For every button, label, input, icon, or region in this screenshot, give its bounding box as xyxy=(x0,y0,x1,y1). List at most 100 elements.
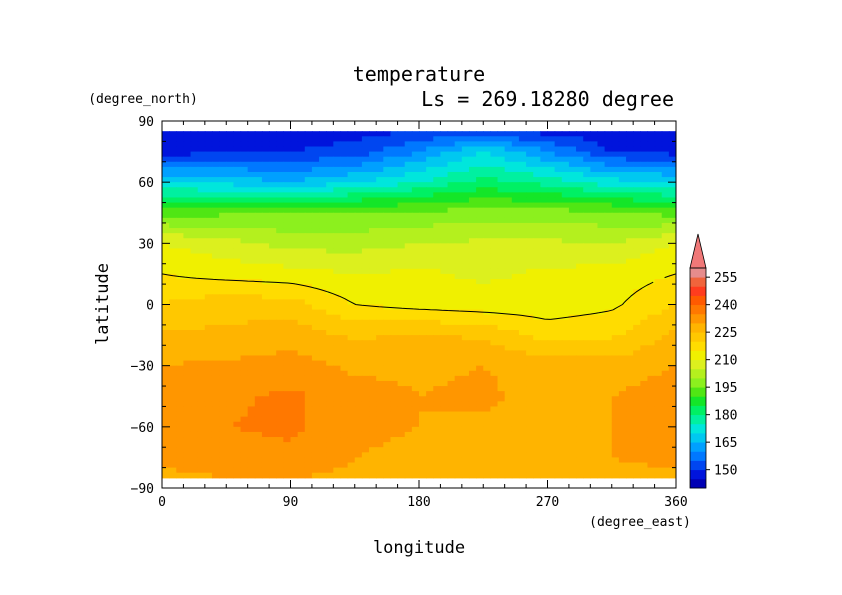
field-cell xyxy=(283,284,292,290)
field-cell xyxy=(576,228,584,234)
field-cell xyxy=(454,431,463,438)
field-cell xyxy=(304,141,313,148)
field-cell xyxy=(597,452,606,459)
field-cell xyxy=(626,442,634,448)
field-cell xyxy=(169,462,177,469)
field-cell xyxy=(211,416,220,423)
field-cell xyxy=(219,396,227,402)
field-cell xyxy=(269,391,277,397)
field-cell xyxy=(511,207,520,214)
field-cell xyxy=(304,416,313,423)
field-cell xyxy=(347,217,356,224)
field-cell xyxy=(454,202,463,209)
field-cell xyxy=(176,177,185,183)
field-cell xyxy=(197,156,206,163)
field-cell xyxy=(376,238,384,244)
field-cell xyxy=(433,151,442,158)
field-cell xyxy=(504,350,513,357)
field-cell xyxy=(226,370,234,377)
field-cell xyxy=(604,243,613,250)
field-cell xyxy=(219,217,227,224)
field-cell xyxy=(369,136,377,142)
field-cell xyxy=(618,452,627,459)
field-cell xyxy=(290,136,299,142)
field-cell xyxy=(433,258,442,265)
field-cell xyxy=(611,447,620,453)
field-cell xyxy=(183,329,192,336)
field-cell xyxy=(311,279,320,285)
field-cell xyxy=(297,192,306,199)
field-cell xyxy=(576,340,584,346)
field-cell xyxy=(640,345,649,351)
field-cell xyxy=(476,284,484,290)
field-cell xyxy=(647,238,656,244)
field-cell xyxy=(476,365,484,372)
field-cell xyxy=(626,329,634,336)
field-cell xyxy=(576,212,584,219)
field-cell xyxy=(576,161,584,168)
field-cell xyxy=(654,222,663,229)
field-cell xyxy=(561,146,570,153)
field-cell xyxy=(526,258,534,265)
field-cell xyxy=(483,457,491,464)
field-cell xyxy=(568,263,577,270)
field-cell xyxy=(290,131,299,137)
field-cell xyxy=(326,299,334,306)
field-cell xyxy=(197,299,206,306)
field-cell xyxy=(604,141,613,148)
field-cell xyxy=(283,355,292,362)
field-cell xyxy=(419,345,427,351)
field-cell xyxy=(490,380,499,387)
field-cell xyxy=(461,222,470,229)
field-cell xyxy=(490,141,499,148)
field-cell xyxy=(483,258,491,265)
field-cell xyxy=(340,401,349,408)
field-cell xyxy=(347,462,356,469)
field-cell xyxy=(561,177,570,183)
field-cell xyxy=(247,136,256,142)
field-cell xyxy=(618,340,627,346)
field-cell xyxy=(219,370,227,377)
field-cell xyxy=(654,136,663,142)
field-cell xyxy=(447,365,456,372)
field-cell xyxy=(233,202,242,209)
field-cell xyxy=(433,345,442,351)
field-cell xyxy=(504,253,513,260)
field-cell xyxy=(568,192,577,199)
field-cell xyxy=(361,309,370,316)
field-cell xyxy=(661,467,670,474)
field-cell xyxy=(661,380,670,387)
field-cell xyxy=(361,212,370,219)
field-cell xyxy=(269,447,277,453)
field-cell xyxy=(561,171,570,178)
field-cell xyxy=(233,166,242,173)
field-cell xyxy=(204,375,213,382)
field-cell xyxy=(547,472,556,479)
field-cell xyxy=(440,421,449,428)
field-cell xyxy=(468,452,477,459)
field-cell xyxy=(504,457,513,464)
field-cell xyxy=(426,222,434,229)
field-cell xyxy=(668,177,676,183)
field-cell xyxy=(276,452,284,459)
field-cell xyxy=(404,294,413,301)
field-cell xyxy=(283,335,292,341)
field-cell xyxy=(490,161,499,168)
field-cell xyxy=(226,396,234,402)
field-cell xyxy=(297,238,306,244)
field-cell xyxy=(526,212,534,219)
field-cell xyxy=(590,182,599,188)
field-cell xyxy=(647,171,656,178)
field-cell xyxy=(397,248,406,255)
field-cell xyxy=(411,299,420,306)
field-cell xyxy=(483,248,491,255)
field-cell xyxy=(411,243,420,250)
field-cell xyxy=(376,294,384,301)
field-cell xyxy=(668,268,676,275)
field-cell xyxy=(162,401,170,408)
field-cell xyxy=(283,279,292,285)
field-cell xyxy=(419,329,427,336)
field-cell xyxy=(647,233,656,239)
field-cell xyxy=(304,437,313,443)
